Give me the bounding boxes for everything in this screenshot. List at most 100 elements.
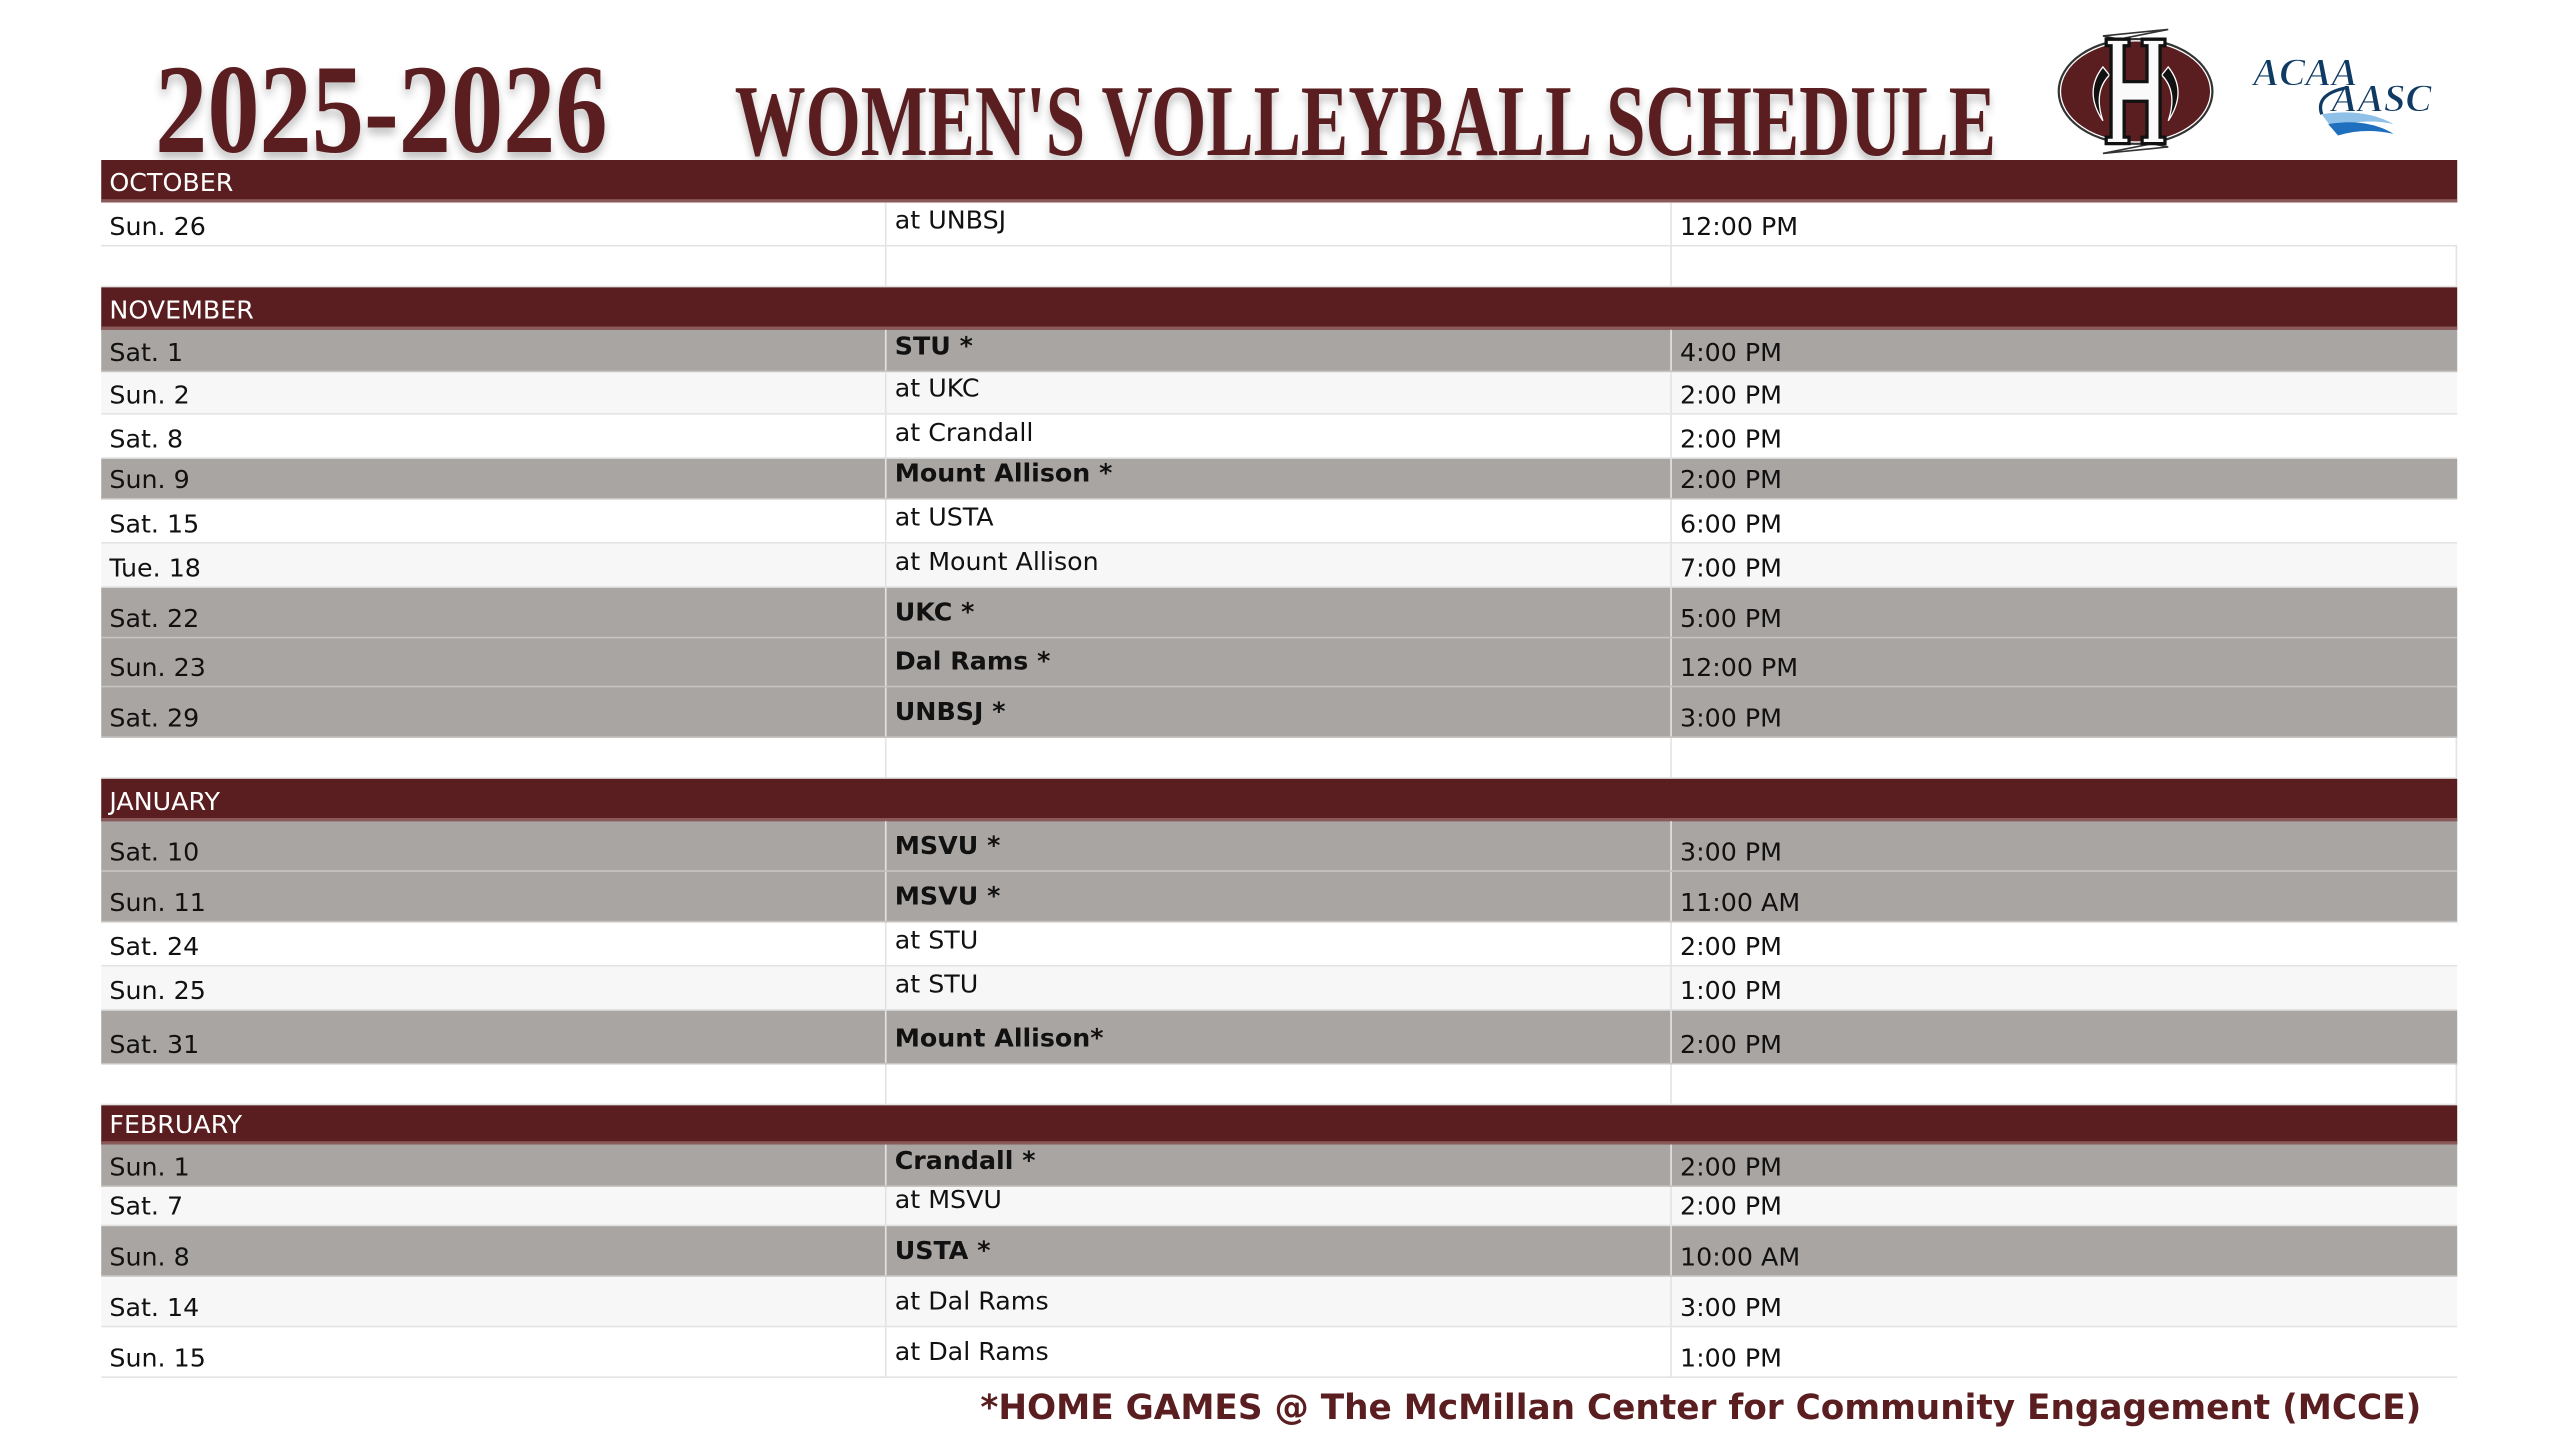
game-opponent: at USTA — [894, 502, 994, 533]
game-opponent-cell: USTA * — [887, 1226, 1672, 1276]
game-date: Sun. 23 — [109, 653, 206, 683]
game-time-cell: 2:00 PM — [1672, 1187, 2457, 1225]
page-title: WOMEN'S VOLLEYBALL SCHEDULE — [734, 66, 1996, 178]
game-opponent-cell: Dal Rams * — [887, 638, 1672, 686]
game-date: Sat. 24 — [109, 932, 200, 962]
game-opponent-cell: at Mount Allison — [887, 543, 1672, 587]
spacer-cell — [887, 737, 1672, 778]
spacer-cell — [887, 1064, 1672, 1104]
game-date: Sat. 31 — [109, 1030, 200, 1060]
game-time-cell: 2:00 PM — [1672, 372, 2457, 413]
game-opponent: MSVU * — [894, 881, 1001, 912]
game-date-cell: Sat. 10 — [101, 821, 887, 871]
game-opponent: at STU — [894, 925, 979, 956]
game-opponent-cell: MSVU * — [887, 821, 1672, 871]
game-date-cell: Sun. 25 — [101, 966, 887, 1010]
home-games-footnote: *HOME GAMES @ The McMillan Center for Co… — [980, 1387, 2422, 1427]
game-date-cell: Sat. 7 — [101, 1186, 887, 1225]
game-date-cell: Sat. 22 — [101, 587, 887, 637]
game-time: 12:00 PM — [1680, 653, 1799, 683]
game-time: 3:00 PM — [1680, 1293, 1783, 1323]
game-opponent: at MSVU — [894, 1185, 1002, 1215]
month-label: JANUARY — [109, 786, 220, 817]
game-opponent-cell: UNBSJ * — [887, 687, 1672, 737]
game-time-cell: 4:00 PM — [1672, 330, 2457, 371]
game-opponent-cell: at Crandall — [887, 414, 1672, 458]
game-opponent: at UKC — [894, 373, 980, 404]
game-opponent: UKC * — [894, 597, 975, 627]
game-date-cell: Sat. 14 — [101, 1276, 887, 1326]
month-label: OCTOBER — [109, 168, 234, 198]
game-opponent-cell: Mount Allison * — [887, 458, 1672, 498]
game-date: Sun. 25 — [109, 976, 206, 1006]
game-row: Sun. 8 USTA * 10:00 AM — [101, 1226, 2458, 1277]
game-opponent-cell: at UNBSJ — [887, 202, 1672, 245]
game-time: 7:00 PM — [1680, 553, 1783, 583]
spacer-row — [101, 1064, 2458, 1106]
spacer-cell — [101, 737, 887, 778]
school-logo: H — [2057, 28, 2214, 155]
game-opponent-cell: at UKC — [887, 372, 1672, 414]
game-time-cell: 12:00 PM — [1672, 202, 2457, 244]
game-opponent: at Crandall — [894, 417, 1034, 448]
game-time: 2:00 PM — [1680, 465, 1783, 495]
game-opponent: Mount Allison * — [894, 458, 1113, 489]
game-time: 2:00 PM — [1680, 380, 1783, 410]
game-date: Sun. 8 — [109, 1242, 190, 1272]
game-opponent-cell: at STU — [887, 922, 1672, 965]
game-time: 4:00 PM — [1680, 337, 1783, 368]
game-time-cell: 2:00 PM — [1672, 1145, 2457, 1186]
game-row: Sun. 23 Dal Rams * 12:00 PM — [101, 638, 2458, 688]
game-time-cell: 11:00 AM — [1672, 872, 2457, 921]
game-opponent: at UNBSJ — [894, 205, 1007, 236]
game-time: 12:00 PM — [1680, 212, 1799, 242]
game-row: Sun. 11 MSVU * 11:00 AM — [101, 871, 2458, 923]
game-opponent: Dal Rams * — [894, 646, 1051, 676]
game-date-cell: Sun. 8 — [101, 1226, 887, 1276]
game-opponent-cell: at STU — [887, 966, 1672, 1010]
month-header: JANUARY — [101, 778, 2458, 822]
game-time-cell: 3:00 PM — [1672, 1277, 2457, 1326]
game-date-cell: Sat. 24 — [101, 922, 887, 965]
game-row: Sat. 22 UKC * 5:00 PM — [101, 587, 2458, 639]
game-opponent-cell: UKC * — [887, 587, 1672, 637]
game-date-cell: Sat. 15 — [101, 499, 887, 543]
game-time-cell: 1:00 PM — [1672, 1327, 2457, 1376]
spacer-cell — [887, 246, 1672, 286]
game-row: Sun. 9 Mount Allison * 2:00 PM — [101, 458, 2458, 500]
game-time-cell: 2:00 PM — [1672, 1011, 2457, 1063]
month-header: NOVEMBER — [101, 287, 2458, 330]
game-time: 2:00 PM — [1680, 932, 1783, 962]
game-opponent-cell: STU * — [887, 329, 1672, 371]
game-date-cell: Sun. 9 — [101, 458, 887, 498]
game-time-cell: 5:00 PM — [1672, 588, 2457, 637]
spacer-cell — [101, 1064, 887, 1104]
game-date-cell: Sun. 15 — [101, 1327, 887, 1377]
game-time-cell: 2:00 PM — [1672, 415, 2457, 457]
game-row: Sat. 14 at Dal Rams 3:00 PM — [101, 1276, 2458, 1328]
game-row: Sat. 29 UNBSJ * 3:00 PM — [101, 687, 2458, 738]
game-date-cell: Sat. 29 — [101, 687, 887, 737]
spacer-cell — [101, 246, 887, 286]
game-time-cell: 6:00 PM — [1672, 500, 2457, 542]
game-date: Sun. 1 — [109, 1152, 190, 1183]
game-opponent: USTA * — [894, 1235, 991, 1266]
game-opponent: Mount Allison* — [894, 1023, 1104, 1054]
game-opponent-cell: at MSVU — [887, 1185, 1672, 1225]
game-date-cell: Sat. 31 — [101, 1010, 887, 1063]
game-opponent-cell: Mount Allison* — [887, 1010, 1672, 1063]
game-date: Sat. 10 — [109, 837, 200, 867]
spacer-cell — [1672, 737, 2458, 778]
game-time-cell: 3:00 PM — [1672, 821, 2457, 870]
game-date-cell: Sun. 23 — [101, 638, 887, 686]
game-time-cell: 7:00 PM — [1672, 544, 2457, 586]
game-opponent-cell: at USTA — [887, 499, 1672, 543]
game-time: 3:00 PM — [1680, 703, 1783, 734]
game-date: Sun. 9 — [109, 465, 190, 495]
game-time: 5:00 PM — [1680, 604, 1783, 634]
spacer-row — [101, 246, 2458, 288]
game-opponent: at Dal Rams — [894, 1286, 1049, 1316]
game-date: Sun. 15 — [109, 1343, 206, 1374]
game-date: Sat. 7 — [109, 1191, 184, 1222]
game-date-cell: Sat. 8 — [101, 414, 887, 458]
